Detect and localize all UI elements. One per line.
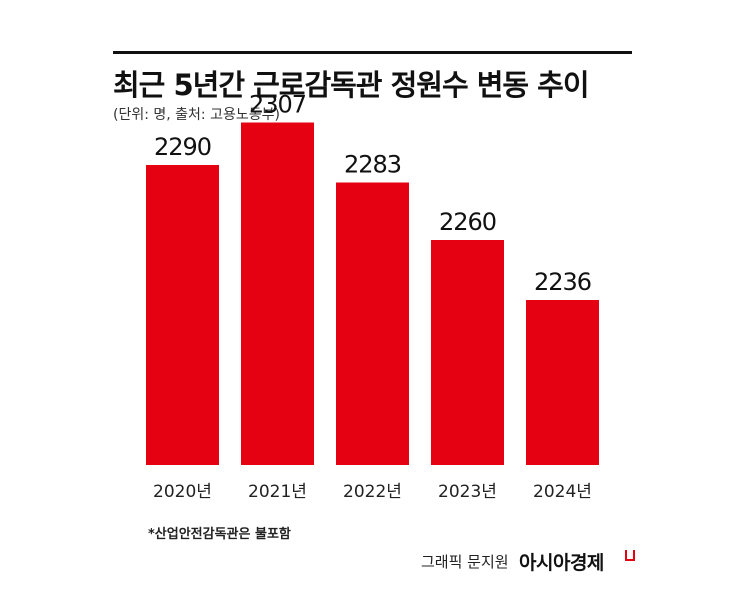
bar-2024년 <box>526 300 599 465</box>
x-tick-label-2022년: 2022년 <box>343 482 402 502</box>
x-tick-label-2023년: 2023년 <box>438 482 497 502</box>
data-label-2024년: 2236 <box>534 268 591 296</box>
footnote: *산업안전감독관은 불포함 <box>148 527 291 542</box>
data-label-2022년: 2283 <box>344 151 401 179</box>
data-label-2023년: 2260 <box>439 208 496 236</box>
title-rule <box>113 51 632 54</box>
x-tick-label-2021년: 2021년 <box>248 482 307 502</box>
bar-2020년 <box>146 165 219 465</box>
data-label-2021년: 2307 <box>249 91 306 119</box>
x-tick-label-2024년: 2024년 <box>533 482 592 502</box>
bar-2022년 <box>336 182 409 465</box>
x-tick-label-2020년: 2020년 <box>153 482 212 502</box>
chart-title: 최근 5년간 근로감독관 정원수 변동 추이 <box>113 68 590 102</box>
bar-2021년 <box>241 122 314 465</box>
brand-logo: 아시아경제 <box>519 552 604 574</box>
brand-mark-icon <box>625 550 635 561</box>
data-label-2020년: 2290 <box>154 133 211 161</box>
chart-subtitle: (단위: 명, 출처: 고용노동부) <box>113 107 280 123</box>
bar-2023년 <box>431 240 504 465</box>
graphic-credit: 그래픽 문지원 <box>421 553 509 571</box>
